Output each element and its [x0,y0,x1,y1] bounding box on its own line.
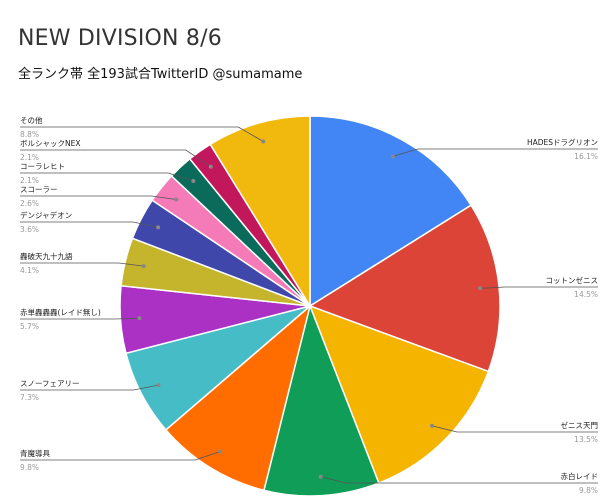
leader-line [20,195,177,200]
slice-label: HADESドラグリオン [527,137,598,147]
slice-label: その他 [20,115,43,125]
leader-dot [430,423,434,428]
leader-line [20,317,140,320]
leader-line [392,148,598,157]
pie-slice [164,303,312,492]
leader-line [320,476,598,484]
slice-percent-label: 8.8% [20,130,39,139]
leader-dot [174,197,179,202]
leader-dot [261,139,266,144]
leader-line [20,262,144,267]
slice-percent-label: 2.1% [20,176,39,185]
chart-subtitle: 全ランク帯 全193試合TwitterID @sumamame [18,67,303,82]
pie-slice [209,115,311,309]
leader-dot [208,164,213,169]
pie-slice [263,303,380,497]
slice-label: デンジャデオン [20,210,72,220]
slice-percent-label: 2.6% [20,199,39,208]
leader-dot [141,264,146,269]
slice-percent-label: 3.6% [20,225,39,234]
slice-percent-label: 14.5% [574,290,598,299]
leader-dot [156,383,161,388]
leader-line [480,286,598,289]
slice-percent-label: 5.7% [20,322,39,331]
slice-label: スコーラー [20,185,58,194]
leader-line [20,221,159,228]
slice-label: ゼニス天門 [561,420,599,430]
leader-line [20,126,264,142]
chart-title: NEW DIVISION 8/6 [18,26,222,51]
leader-line [20,451,221,461]
slice-label: ボルシャックNEX [20,139,81,148]
leader-dot [478,286,483,291]
leader-line [431,425,598,433]
leader-dot [191,179,196,183]
leader-dot [156,225,161,230]
slice-percent-label: 2.1% [20,153,39,162]
slice-percent-label: 9.8% [20,463,39,472]
leader-line [20,172,194,182]
leader-dot [390,154,395,159]
slice-percent-label: 4.1% [20,266,39,275]
leader-dot [218,449,223,454]
leader-line [20,384,159,391]
pie-slice [308,304,490,485]
leader-line [20,149,212,168]
slice-label: 赤白レイド [561,471,599,481]
pie-slice [309,115,473,308]
slice-percent-label: 9.8% [579,486,598,495]
slice-percent-label: 16.1% [574,152,598,161]
slice-percent-label: 7.3% [20,393,39,402]
slice-label: コットンゼニス [546,275,599,285]
leader-dot [318,474,323,479]
slice-label: コーラレヒト [20,162,65,171]
slice-label: 青魔導具 [20,448,50,458]
slice-label: 赤単轟轟轟(レイド無し) [20,307,101,317]
leader-dot [137,316,142,321]
slice-percent-label: 13.5% [574,435,598,444]
pie-slice [308,204,501,373]
slice-label: 轟破天九十九語 [20,251,73,261]
slice-label: スノーフェアリー [20,379,80,388]
